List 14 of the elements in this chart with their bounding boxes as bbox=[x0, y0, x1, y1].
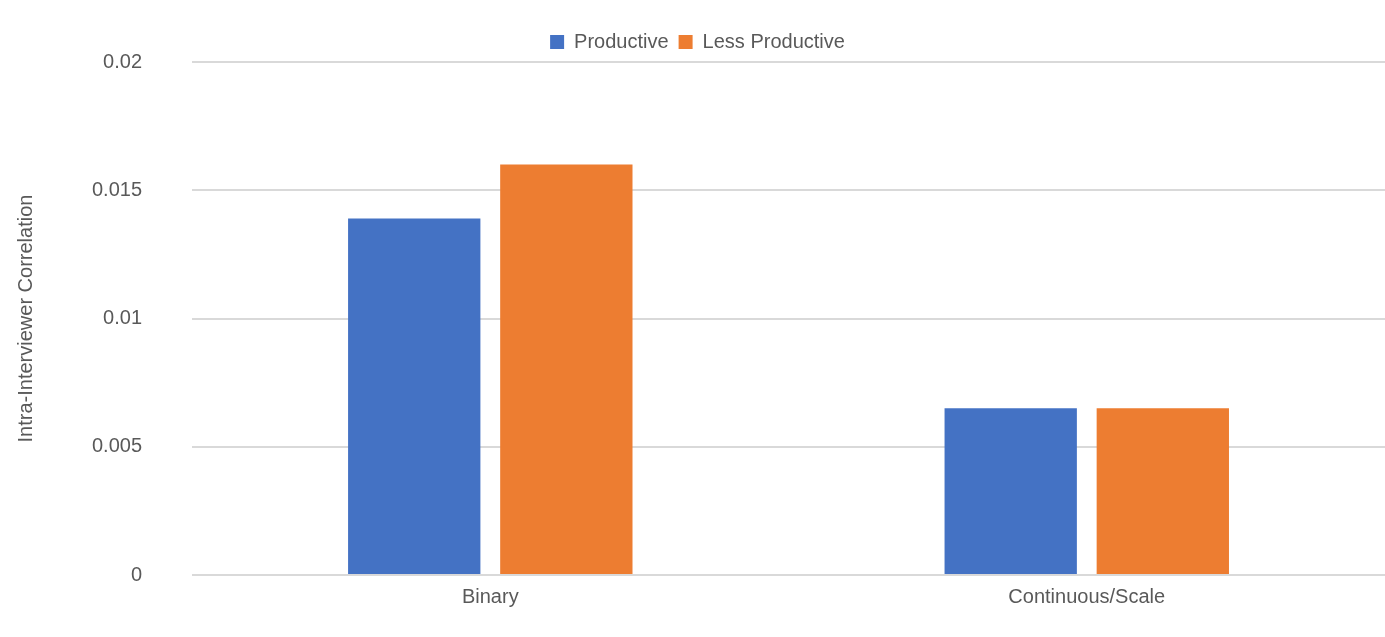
bar bbox=[500, 164, 633, 574]
y-tick-label: 0.02 bbox=[103, 49, 143, 72]
y-axis-title: Intra-Interviewer Correlation bbox=[13, 194, 36, 443]
y-tick-label: 0 bbox=[130, 562, 143, 585]
bar bbox=[944, 408, 1077, 574]
y-tick-label: 0.015 bbox=[91, 177, 143, 200]
legend-label: Productive bbox=[574, 29, 669, 52]
y-tick-label: 0.01 bbox=[103, 306, 143, 329]
legend-label: Less Productive bbox=[702, 29, 845, 52]
y-tick-label: 0.005 bbox=[91, 434, 143, 457]
bar bbox=[1096, 408, 1229, 574]
x-tick-label: Continuous/Scale bbox=[1008, 584, 1166, 607]
bar bbox=[348, 218, 481, 574]
x-tick-label: Binary bbox=[461, 584, 519, 607]
